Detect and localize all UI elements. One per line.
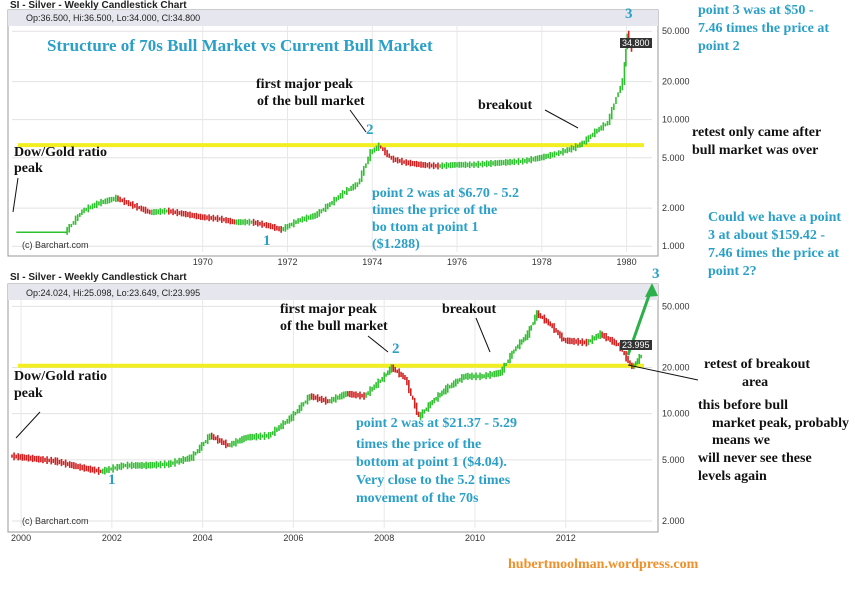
- top-heading: Structure of 70s Bull Market vs Current …: [47, 36, 433, 55]
- top-y-tick-label: 10.000: [662, 115, 690, 125]
- note-point3-line2: 7.46 times the price at: [698, 21, 830, 36]
- note-could-line1: Could we have a point: [708, 210, 842, 225]
- arrow-bottom-dowgold: [15, 411, 41, 439]
- arrow-bottom-breakout: [475, 317, 491, 353]
- bottom-attribution: (c) Barchart.com: [22, 516, 89, 526]
- website-credit[interactable]: hubertmoolman.wordpress.com: [508, 557, 699, 572]
- note-retest-line1: retest only came after: [692, 125, 822, 140]
- top-p2-line2: times the price of the: [372, 203, 498, 218]
- top-x-tick-label: 1976: [447, 257, 467, 267]
- top-x-tick-label: 1974: [362, 257, 382, 267]
- top-x-tick-label: 1978: [532, 257, 552, 267]
- bottom-x-tick-label: 2008: [374, 533, 394, 543]
- annotation-arrows: [12, 109, 699, 439]
- top-chart-header-bar: [8, 10, 658, 26]
- bottom-point2-label: 2: [392, 341, 400, 357]
- note-retest-area-line2: area: [742, 375, 769, 390]
- bottom-x-tick-label: 2002: [102, 533, 122, 543]
- top-point2-label: 2: [366, 122, 374, 138]
- bottom-y-tick-label: 10.000: [662, 409, 690, 419]
- bottom-p2-line5: movement of the 70s: [356, 491, 479, 506]
- bottom-first-peak-line2: of the bull market: [280, 319, 388, 334]
- top-breakout-label: breakout: [478, 98, 533, 113]
- top-first-peak-line1: first major peak: [256, 77, 353, 92]
- projected-point3-label: 3: [652, 266, 660, 282]
- top-y-axis: 1.000 2.000 5.000 10.000 20.000 50.000: [12, 26, 690, 251]
- bottom-y-tick-label: 2.000: [662, 516, 685, 526]
- bottom-x-tick-label: 2000: [11, 533, 31, 543]
- top-p2-line4: ($1.288): [372, 237, 420, 252]
- top-p2-line1: point 2 was at $6.70 - 5.2: [372, 186, 520, 201]
- top-y-tick-label: 20.000: [662, 77, 690, 87]
- top-last-price: 34.800: [620, 38, 652, 48]
- bottom-ohlc: Op:24.024, Hi:25.098, Lo:23.649, Cl:23.9…: [26, 288, 201, 298]
- top-first-peak-line2: of the bull market: [257, 94, 365, 109]
- top-x-axis: 1970 1972 1974 1976 1978 1980: [193, 26, 637, 267]
- bottom-p2-line4: Very close to the 5.2 times: [356, 473, 511, 488]
- note-before-line3: means we: [712, 433, 770, 448]
- bottom-dowgold-line2: peak: [14, 386, 43, 401]
- note-point3-line3: point 2: [698, 39, 740, 54]
- top-dowgold-line2: peak: [14, 161, 43, 176]
- bottom-y-tick-label: 20.000: [662, 362, 690, 372]
- top-point3-label: 3: [625, 6, 633, 22]
- bottom-last-price: 23.995: [620, 340, 652, 350]
- top-chart-frame: [7, 9, 659, 257]
- bottom-x-tick-label: 2010: [465, 533, 485, 543]
- bottom-dowgold-line1: Dow/Gold ratio: [14, 369, 107, 384]
- note-before-line4: will never see these: [698, 451, 812, 466]
- bottom-x-tick-label: 2006: [283, 533, 303, 543]
- note-retest-area-line1: retest of breakout: [704, 357, 811, 372]
- bottom-x-tick-label: 2012: [556, 533, 576, 543]
- bottom-breakout-label: breakout: [442, 302, 497, 317]
- bottom-x-tick-label: 2004: [193, 533, 213, 543]
- bottom-price-series: (c) Barchart.com: [11, 310, 644, 526]
- note-could-line4: point 2?: [708, 264, 757, 279]
- bottom-chart-header-bar: [8, 284, 658, 300]
- bottom-p2-line3: bottom at point 1 ($4.04).: [356, 455, 507, 470]
- bottom-p2-line1: point 2 was at $21.37 - 5.29: [356, 416, 518, 431]
- arrow-top-breakout: [544, 109, 579, 129]
- arrow-bottom-retest: [627, 364, 699, 381]
- arrow-bottom-first-peak: [367, 335, 389, 353]
- bottom-first-peak-line1: first major peak: [280, 302, 377, 317]
- bottom-point1-label: 1: [108, 472, 116, 488]
- top-p2-line3: bo ttom at point 1: [372, 220, 479, 235]
- top-x-tick-label: 1980: [617, 257, 637, 267]
- top-y-tick-label: 5.000: [662, 153, 685, 163]
- top-y-tick-label: 50.000: [662, 26, 690, 36]
- top-y-tick-label: 2.000: [662, 203, 685, 213]
- note-before-line1: this before bull: [698, 398, 788, 413]
- top-y-tick-label: 1.000: [662, 241, 685, 251]
- note-retest-line2: bull market was over: [692, 143, 819, 158]
- arrow-top-dowgold: [12, 177, 19, 213]
- bottom-y-tick-label: 50.000: [662, 301, 690, 311]
- top-ohlc: Op:36.500, Hi:36.500, Lo:34.000, Cl:34.8…: [26, 13, 201, 23]
- bottom-p2-line2: times the price of the: [356, 437, 482, 452]
- top-price-series: (c) Barchart.com: [16, 30, 644, 250]
- projection-arrowhead: [645, 283, 658, 297]
- bottom-y-tick-label: 5.000: [662, 455, 685, 465]
- note-could-line2: 3 at about $159.42 -: [708, 228, 826, 243]
- top-x-tick-label: 1970: [193, 257, 213, 267]
- note-point3-line1: point 3 was at $50 -: [698, 3, 814, 18]
- note-before-line2: market peak, probably: [712, 416, 850, 431]
- note-before-line5: levels again: [698, 469, 767, 484]
- note-could-line3: 7.46 times the price at: [708, 246, 840, 261]
- top-x-tick-label: 1972: [277, 257, 297, 267]
- bottom-chart-title: SI - Silver - Weekly Candlestick Chart: [10, 272, 187, 283]
- arrow-top-first-peak: [349, 109, 367, 133]
- top-dowgold-line1: Dow/Gold ratio: [14, 145, 107, 160]
- top-attribution: (c) Barchart.com: [22, 240, 89, 250]
- top-chart-title: SI - Silver - Weekly Candlestick Chart: [10, 0, 187, 11]
- top-point1-label: 1: [263, 233, 271, 249]
